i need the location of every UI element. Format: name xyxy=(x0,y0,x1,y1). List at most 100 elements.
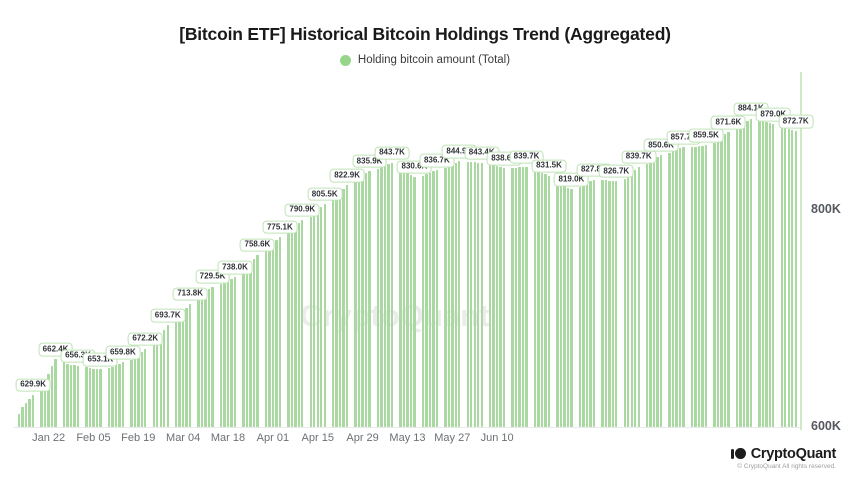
bar xyxy=(435,170,439,427)
bar xyxy=(739,125,742,427)
bar xyxy=(466,161,469,427)
bar xyxy=(50,366,54,427)
bar xyxy=(637,166,640,427)
bar xyxy=(489,163,492,427)
bar xyxy=(630,173,633,427)
bar xyxy=(716,139,720,427)
bar xyxy=(758,119,761,427)
bar xyxy=(62,361,66,427)
bar xyxy=(364,173,368,427)
bar xyxy=(668,153,671,427)
bar xyxy=(514,167,518,427)
bar xyxy=(335,195,338,427)
bar xyxy=(368,171,371,427)
data-label: 629.9K xyxy=(15,378,51,392)
bar xyxy=(233,277,237,427)
bar xyxy=(268,246,271,427)
bar xyxy=(511,167,514,427)
data-label: 693.7K xyxy=(150,308,186,323)
bar xyxy=(601,180,604,427)
bar xyxy=(278,237,282,427)
bar xyxy=(694,146,697,427)
cryptoquant-logo-icon xyxy=(730,447,747,460)
bar xyxy=(43,382,47,427)
bar xyxy=(533,168,537,427)
bar xyxy=(301,219,304,427)
bar xyxy=(332,200,335,427)
bar xyxy=(76,365,80,427)
bar xyxy=(480,162,483,427)
bar xyxy=(380,166,383,427)
bar xyxy=(690,147,694,427)
bar xyxy=(92,368,95,427)
bar xyxy=(88,368,92,427)
bar xyxy=(264,250,268,427)
watermark: CryptoQuant xyxy=(300,298,490,333)
bar xyxy=(675,149,678,427)
x-axis: Jan 22 Feb 05 Feb 19 Mar 04 Mar 18 Apr 01 Apr … xyxy=(0,430,850,450)
bar xyxy=(608,180,611,427)
bar xyxy=(226,280,230,427)
bar xyxy=(40,390,43,427)
bar xyxy=(735,129,739,427)
bar xyxy=(271,243,275,427)
bar xyxy=(18,413,21,427)
bar xyxy=(342,188,345,427)
page-title: [Bitcoin ETF] Historical Bitcoin Holding… xyxy=(179,24,671,44)
bar xyxy=(178,315,181,427)
bar xyxy=(387,163,390,427)
bar xyxy=(99,369,102,427)
bar xyxy=(566,187,570,427)
data-label: 839.7K xyxy=(621,150,657,164)
bar xyxy=(323,204,326,427)
bar xyxy=(727,132,730,427)
bar xyxy=(402,168,406,427)
bar xyxy=(649,161,652,427)
bar xyxy=(345,185,349,427)
bar xyxy=(85,367,88,427)
bar xyxy=(66,364,69,427)
bar xyxy=(547,175,551,427)
bar xyxy=(121,362,125,427)
bar xyxy=(354,181,357,427)
bar xyxy=(697,146,701,427)
bar xyxy=(634,169,637,427)
bar xyxy=(390,162,394,427)
data-label: 859.5K xyxy=(688,129,724,143)
bar xyxy=(69,365,73,427)
bar xyxy=(275,239,278,427)
bar xyxy=(473,162,476,427)
bar xyxy=(720,136,723,427)
bar xyxy=(563,185,566,427)
data-label: 713.8K xyxy=(172,287,208,301)
bar xyxy=(454,162,457,427)
x-axis-tick-label: May 13 xyxy=(389,432,426,444)
bar xyxy=(742,123,746,427)
bar xyxy=(470,162,473,427)
y-axis-tick-label: 600K xyxy=(811,419,841,433)
bar xyxy=(780,125,783,427)
data-label: 831.5K xyxy=(531,159,567,173)
bar xyxy=(659,155,663,427)
bar xyxy=(361,175,364,427)
bar xyxy=(604,180,608,427)
y-axis-tick-label: 800K xyxy=(811,202,841,216)
bar xyxy=(615,181,618,427)
bar xyxy=(338,192,342,427)
data-label: 738.0K xyxy=(217,260,253,275)
bar xyxy=(185,307,188,427)
bar xyxy=(765,122,768,427)
bar xyxy=(252,259,256,427)
x-axis-tick-label: Jun 10 xyxy=(480,432,514,444)
bar xyxy=(107,368,111,427)
bar xyxy=(188,303,192,427)
data-label: 775.1K xyxy=(262,220,298,235)
bar xyxy=(791,130,794,427)
legend-marker-icon xyxy=(339,54,351,66)
bar xyxy=(24,403,28,427)
data-label: 805.5K xyxy=(307,187,343,202)
bar xyxy=(537,170,540,427)
bar xyxy=(406,172,409,427)
bar xyxy=(447,166,451,427)
copyright-text: © CryptoQuant All rights reserved. xyxy=(737,463,836,470)
